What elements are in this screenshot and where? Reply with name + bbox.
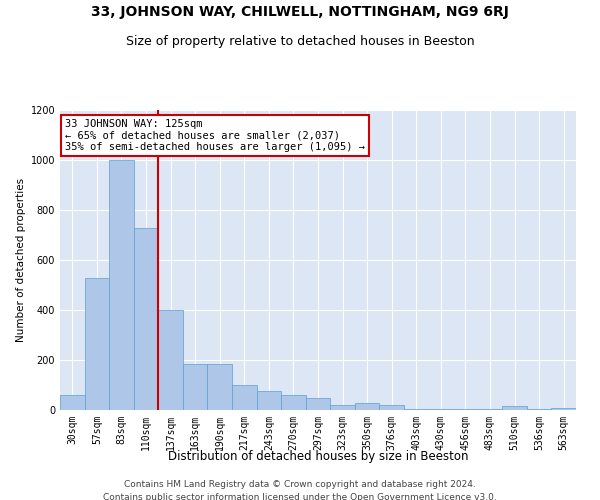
- Bar: [257, 391, 281, 410]
- Text: 33, JOHNSON WAY, CHILWELL, NOTTINGHAM, NG9 6RJ: 33, JOHNSON WAY, CHILWELL, NOTTINGHAM, N…: [91, 5, 509, 19]
- Bar: [232, 385, 257, 410]
- Text: Distribution of detached houses by size in Beeston: Distribution of detached houses by size …: [168, 450, 468, 463]
- Bar: [502, 406, 527, 410]
- Bar: [85, 278, 109, 410]
- Bar: [527, 409, 551, 410]
- Text: Contains public sector information licensed under the Open Government Licence v3: Contains public sector information licen…: [103, 492, 497, 500]
- Bar: [183, 364, 208, 410]
- Bar: [428, 409, 453, 410]
- Bar: [60, 395, 85, 410]
- Bar: [551, 408, 576, 410]
- Bar: [404, 409, 428, 410]
- Bar: [109, 160, 134, 410]
- Bar: [453, 409, 478, 410]
- Text: Size of property relative to detached houses in Beeston: Size of property relative to detached ho…: [125, 35, 475, 48]
- Bar: [478, 409, 502, 410]
- Bar: [306, 398, 330, 410]
- Bar: [208, 364, 232, 410]
- Text: 33 JOHNSON WAY: 125sqm
← 65% of detached houses are smaller (2,037)
35% of semi-: 33 JOHNSON WAY: 125sqm ← 65% of detached…: [65, 119, 365, 152]
- Y-axis label: Number of detached properties: Number of detached properties: [16, 178, 26, 342]
- Bar: [158, 310, 183, 410]
- Text: Contains HM Land Registry data © Crown copyright and database right 2024.: Contains HM Land Registry data © Crown c…: [124, 480, 476, 489]
- Bar: [330, 405, 355, 410]
- Bar: [281, 395, 306, 410]
- Bar: [355, 402, 379, 410]
- Bar: [134, 228, 158, 410]
- Bar: [379, 405, 404, 410]
